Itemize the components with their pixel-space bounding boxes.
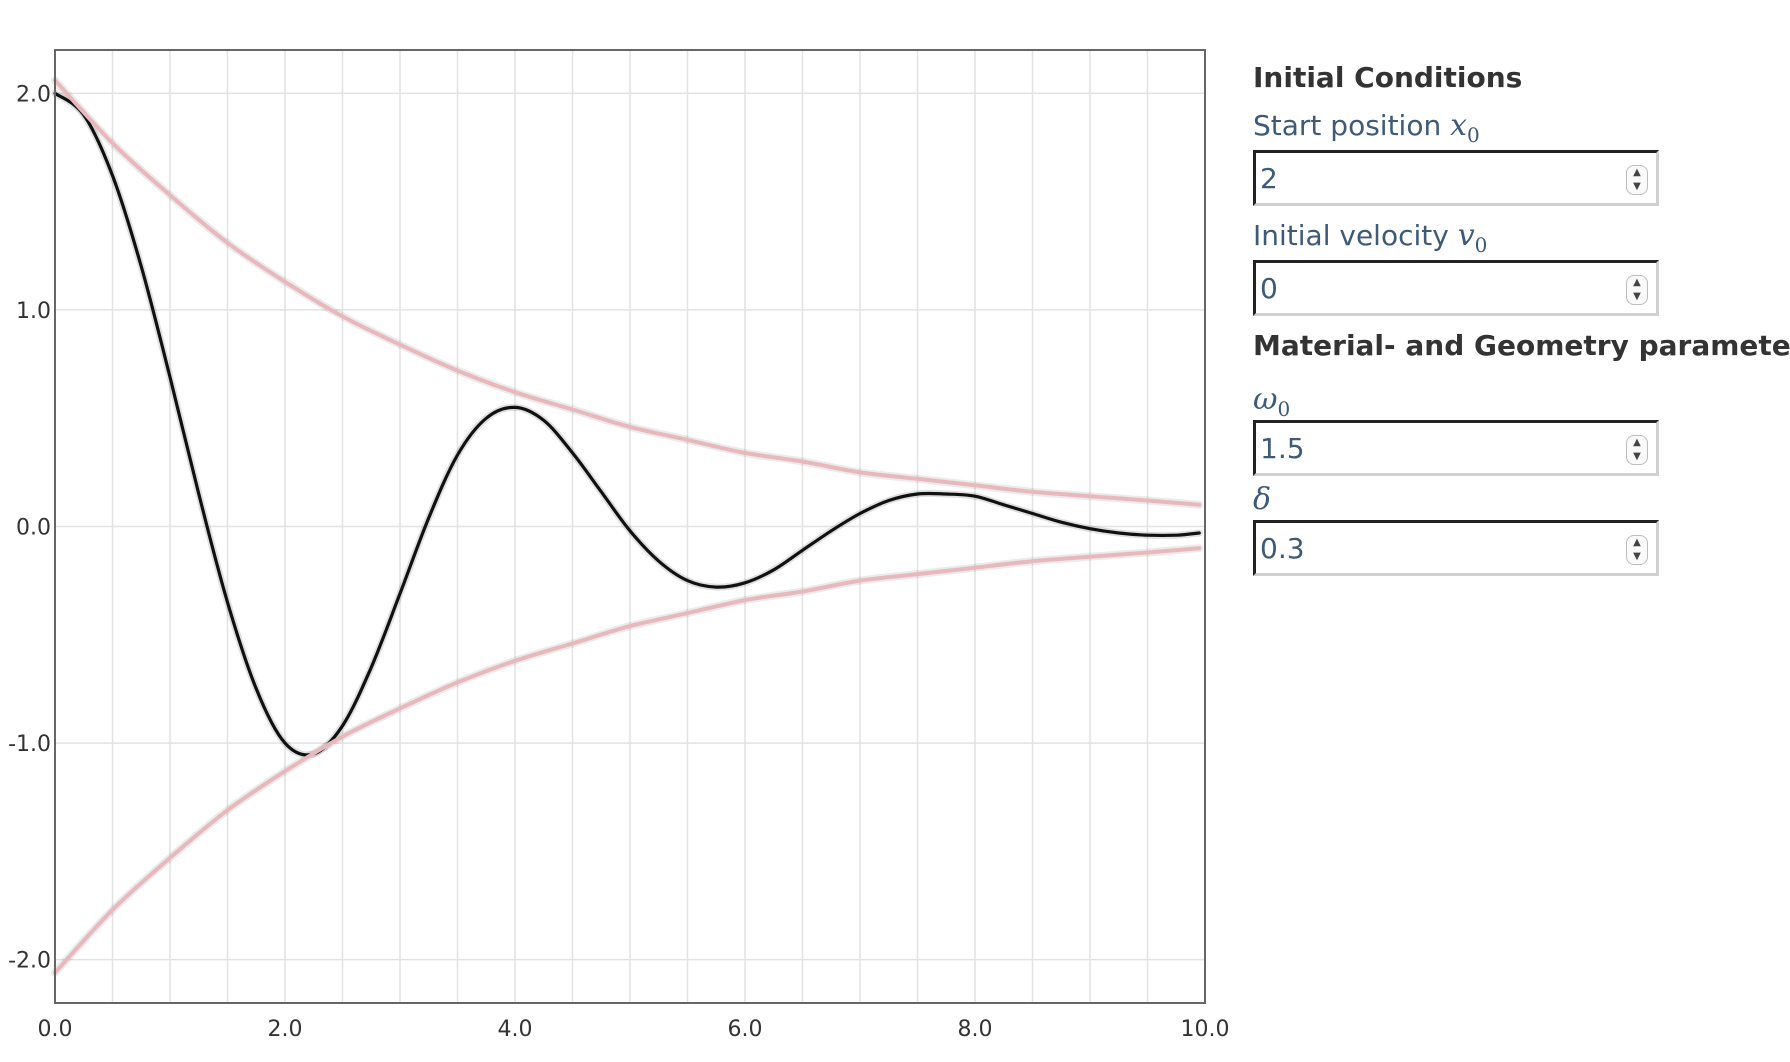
omega-field[interactable]: ▲ ▼	[1253, 420, 1659, 476]
y-tick-label: 1.0	[16, 299, 51, 324]
start-position-input[interactable]	[1256, 153, 1600, 203]
omega-symbol: ω0	[1253, 382, 1290, 421]
omega-symbol-letter: ω	[1253, 382, 1278, 417]
x-tick-label: 6.0	[728, 1017, 763, 1042]
start-position-label: Start position x0	[1253, 106, 1783, 147]
parameter-panel: Initial Conditions Start position x0 ▲ ▼…	[1253, 58, 1790, 576]
initial-velocity-label-text: Initial velocity	[1253, 219, 1449, 252]
spinner-down-icon[interactable]: ▼	[1633, 551, 1641, 562]
grid-lines	[55, 50, 1205, 1003]
lower-envelope-line	[53, 546, 1202, 975]
material-geometry-heading: Material- and Geometry parameters	[1253, 329, 1790, 362]
start-position-label-text: Start position	[1253, 109, 1442, 142]
initial-conditions-heading: Initial Conditions	[1253, 61, 1523, 94]
x-tick-label: 0.0	[38, 1017, 73, 1042]
omega-label: ω0	[1253, 380, 1783, 421]
spinner-up-icon[interactable]: ▲	[1633, 437, 1641, 448]
start-position-symbol-letter: x	[1450, 108, 1468, 143]
oscillation-chart: 0.0 2.0 4.0 6.0 8.0 10.0 2.0 1.0 0.0 -1.0 -2.0	[8, 49, 1229, 1042]
delta-input[interactable]	[1256, 523, 1600, 573]
spinner-down-icon[interactable]: ▼	[1633, 451, 1641, 462]
start-position-symbol: x0	[1450, 108, 1480, 147]
displacement-line	[53, 91, 1201, 757]
spinner-up-icon[interactable]: ▲	[1633, 167, 1641, 178]
initial-velocity-symbol-subscript: 0	[1474, 233, 1488, 257]
y-tick-label: 0.0	[16, 516, 51, 541]
delta-symbol: δ	[1253, 482, 1272, 517]
start-position-field[interactable]: ▲ ▼	[1253, 150, 1659, 206]
y-tick-label: 2.0	[16, 82, 51, 107]
spinner-down-icon[interactable]: ▼	[1633, 181, 1641, 192]
start-position-spinner[interactable]: ▲ ▼	[1626, 165, 1648, 195]
x-tick-label: 4.0	[498, 1017, 533, 1042]
initial-velocity-label: Initial velocity v0	[1253, 216, 1783, 257]
delta-label: δ	[1253, 480, 1783, 520]
x-tick-label: 8.0	[958, 1017, 993, 1042]
omega-input[interactable]	[1256, 423, 1600, 473]
series-layer	[51, 76, 1204, 977]
initial-velocity-spinner[interactable]: ▲ ▼	[1626, 275, 1648, 305]
initial-velocity-symbol-letter: v	[1457, 218, 1475, 253]
upper-envelope-line	[53, 78, 1202, 507]
tick-labels: 0.0 2.0 4.0 6.0 8.0 10.0 2.0 1.0 0.0 -1.0 -2.0	[8, 82, 1229, 1042]
start-position-symbol-subscript: 0	[1467, 123, 1480, 147]
x-tick-label: 10.0	[1181, 1017, 1230, 1042]
initial-velocity-symbol: v0	[1457, 218, 1488, 257]
plot-frame-border	[54, 49, 1206, 1004]
spinner-down-icon[interactable]: ▼	[1633, 291, 1641, 302]
y-tick-label: -1.0	[8, 732, 51, 757]
delta-spinner[interactable]: ▲ ▼	[1626, 535, 1648, 565]
initial-velocity-field[interactable]: ▲ ▼	[1253, 260, 1659, 316]
initial-velocity-input[interactable]	[1256, 263, 1600, 313]
omega-spinner[interactable]: ▲ ▼	[1626, 435, 1648, 465]
y-tick-label: -2.0	[8, 949, 51, 974]
spinner-up-icon[interactable]: ▲	[1633, 537, 1641, 548]
delta-field[interactable]: ▲ ▼	[1253, 520, 1659, 576]
x-tick-label: 2.0	[268, 1017, 303, 1042]
spinner-up-icon[interactable]: ▲	[1633, 277, 1641, 288]
omega-symbol-subscript: 0	[1277, 397, 1291, 421]
